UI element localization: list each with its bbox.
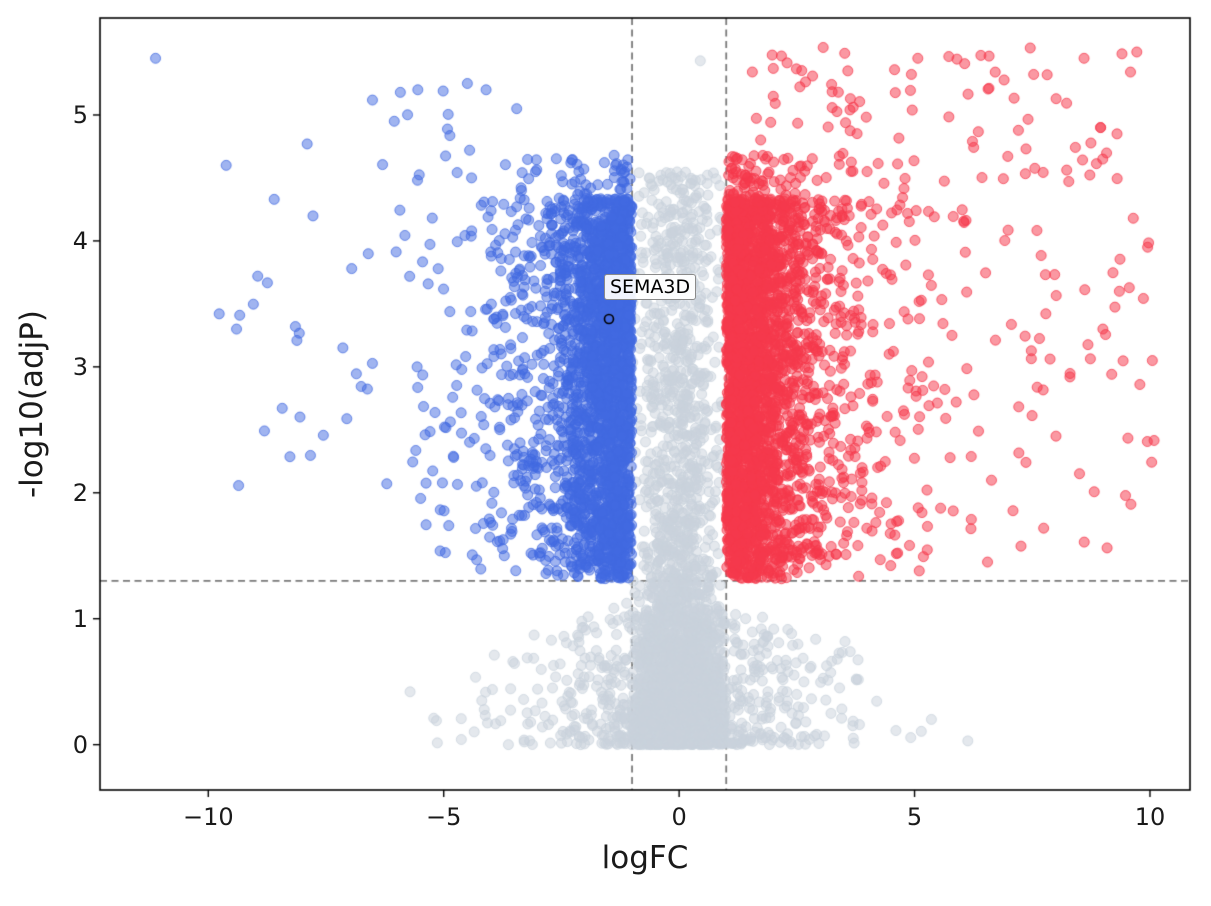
gene-annotation-label: SEMA3D [603, 273, 697, 300]
y-tick-label: 4 [72, 226, 88, 255]
x-tick-label: −10 [182, 803, 234, 831]
x-axis-label: logFC [601, 840, 689, 876]
y-tick-label: 2 [72, 478, 88, 507]
y-axis-label: -log10(adjP) [14, 309, 50, 499]
y-tick-label: 5 [72, 100, 88, 129]
x-tick-label: −5 [426, 803, 462, 831]
y-tick-label: 0 [72, 730, 88, 759]
x-tick-label: 5 [906, 803, 923, 831]
x-tick-label: 0 [671, 803, 687, 831]
y-tick-label: 1 [72, 604, 88, 633]
y-tick-label: 3 [72, 352, 88, 381]
x-tick-label: 10 [1134, 803, 1166, 831]
